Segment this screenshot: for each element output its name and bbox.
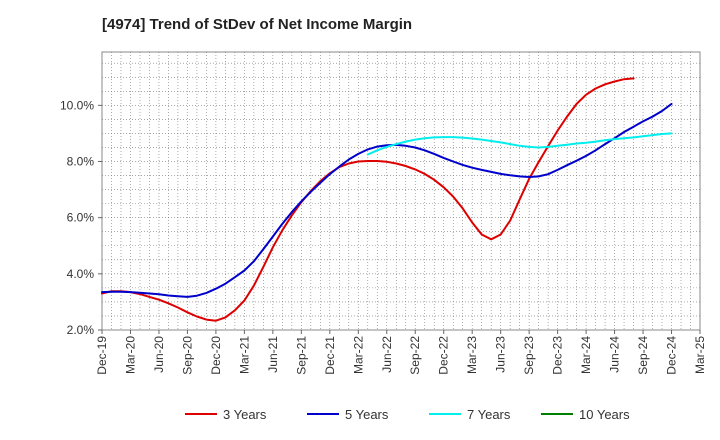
x-tick-label: Dec-20: [209, 336, 223, 375]
x-tick-label: Sep-20: [180, 336, 194, 375]
legend-label: 10 Years: [579, 407, 630, 422]
y-tick-label: 6.0%: [67, 211, 95, 225]
x-tick-label: Dec-19: [95, 336, 109, 375]
y-tick-label: 2.0%: [67, 323, 95, 337]
x-tick-label: Sep-21: [294, 336, 308, 375]
y-tick-label: 4.0%: [67, 267, 95, 281]
series-line-7-years: [366, 132, 673, 156]
x-tick-label: Jun-20: [152, 336, 166, 373]
y-axis: 2.0% 4.0% 6.0% 8.0% 10.0%: [60, 98, 102, 337]
x-tick-label: Dec-24: [665, 336, 679, 375]
x-tick-label: Sep-24: [636, 336, 650, 375]
grid: [102, 52, 700, 330]
x-tick-label: Jun-23: [494, 336, 508, 373]
x-tick-label: Dec-21: [323, 336, 337, 375]
x-tick-label: Mar-22: [351, 336, 365, 374]
x-axis: Dec-19 Mar-20 Jun-20 Sep-20 Dec-20 Mar-21 Jun-…: [95, 330, 707, 375]
x-tick-label: Mar-24: [579, 336, 593, 374]
legend: 3 Years 5 Years 7 Years 10 Years: [185, 407, 630, 422]
chart-title: [4974] Trend of StDev of Net Income Marg…: [102, 16, 412, 33]
x-tick-label: Sep-23: [522, 336, 536, 375]
series-line-5-years: [101, 102, 673, 298]
y-tick-label: 10.0%: [60, 98, 94, 112]
legend-label: 3 Years: [223, 407, 267, 422]
legend-label: 7 Years: [467, 407, 511, 422]
series-line-3-years: [101, 77, 635, 322]
plot-area: [101, 51, 701, 331]
y-tick-label: 8.0%: [67, 155, 95, 169]
legend-label: 5 Years: [345, 407, 389, 422]
series-lines: [101, 77, 673, 322]
x-tick-label: Sep-22: [408, 336, 422, 375]
x-tick-label: Jun-22: [380, 336, 394, 373]
x-tick-label: Mar-25: [693, 336, 707, 374]
x-tick-label: Mar-21: [237, 336, 251, 374]
x-tick-label: Mar-23: [465, 336, 479, 374]
x-tick-label: Jun-21: [266, 336, 280, 373]
x-tick-label: Dec-23: [551, 336, 565, 375]
x-tick-label: Jun-24: [608, 336, 622, 373]
x-tick-label: Mar-20: [123, 336, 137, 374]
x-tick-label: Dec-22: [437, 336, 451, 375]
